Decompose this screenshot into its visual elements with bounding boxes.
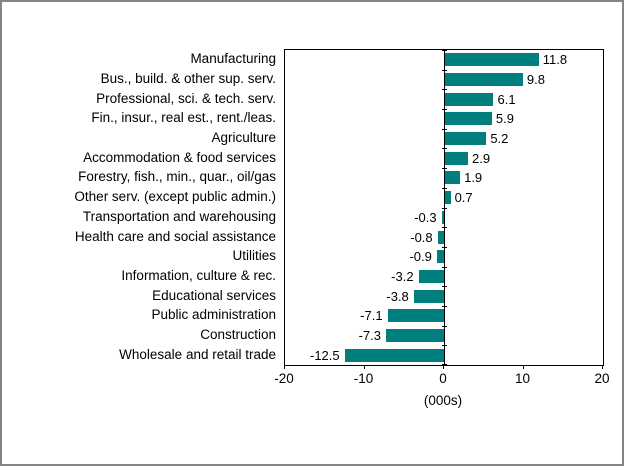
category-axis-tick	[442, 50, 447, 51]
x-axis-tick	[284, 365, 285, 369]
bar	[441, 210, 444, 224]
category-axis-tick	[442, 325, 447, 327]
category-axis-tick	[442, 266, 447, 268]
x-tick-label: 10	[514, 371, 531, 386]
category-axis-tick	[442, 246, 447, 248]
category-label: Utilities	[232, 248, 276, 264]
category-label: Information, culture & rec.	[121, 267, 276, 283]
value-label: 11.8	[542, 52, 568, 68]
x-tick-label: -20	[274, 371, 294, 386]
bar	[436, 250, 444, 264]
value-label: 6.1	[497, 91, 516, 107]
category-axis-tick	[442, 207, 447, 209]
x-axis-tick	[443, 365, 444, 369]
value-label: -7.1	[360, 308, 383, 324]
category-label: Wholesale and retail trade	[119, 346, 276, 362]
value-label: -12.5	[309, 347, 340, 363]
value-label: -3.8	[386, 288, 409, 304]
value-label: -0.8	[410, 229, 433, 245]
category-axis-tick	[442, 148, 447, 150]
bar	[445, 171, 461, 185]
bar	[445, 53, 539, 67]
category-axis-tick	[442, 128, 447, 130]
category-axis-tick	[442, 168, 447, 170]
value-label: 5.9	[495, 111, 514, 127]
x-tick-label: -10	[353, 371, 374, 386]
category-axis-tick	[442, 227, 447, 229]
category-label: Fin., insur., real est., rent./leas.	[91, 110, 276, 126]
category-label: Construction	[200, 326, 276, 342]
bar	[418, 269, 444, 283]
category-label: Educational services	[152, 287, 276, 303]
x-axis-tick	[363, 365, 365, 369]
category-axis-tick	[442, 109, 447, 111]
bar	[387, 309, 444, 323]
bar	[445, 112, 492, 126]
bar	[445, 132, 487, 146]
category-label: Transportation and warehousing	[82, 208, 276, 224]
bar	[445, 73, 523, 87]
value-label: -0.9	[409, 249, 432, 265]
bar	[445, 191, 451, 205]
bar	[445, 92, 494, 106]
x-axis-tick	[522, 365, 524, 369]
plot-area: 11.8 9.8 6.1 5.9 5.2 2.9 1.9 0.7 -0.3 -0.8 -0.9 -3.…	[284, 49, 604, 366]
bar	[413, 289, 444, 303]
category-axis-tick	[442, 345, 447, 347]
category-axis-tick	[442, 89, 447, 91]
category-axis-tick	[442, 286, 447, 288]
category-label: Bus., build. & other sup. serv.	[100, 71, 276, 87]
value-label: 5.2	[490, 131, 509, 147]
x-axis-tick	[602, 365, 603, 369]
category-label: Forestry, fish., min., quar., oil/gas	[78, 169, 276, 185]
category-label: Agriculture	[211, 130, 276, 146]
value-label: 0.7	[454, 190, 473, 206]
category-axis-tick	[442, 187, 447, 189]
category-label: Manufacturing	[190, 51, 276, 67]
category-label: Public administration	[151, 307, 276, 323]
value-label: 9.8	[526, 72, 545, 88]
category-label: Professional, sci. & tech. serv.	[96, 90, 276, 106]
category-axis-tick	[442, 69, 447, 71]
category-label: Other serv. (except public admin.)	[74, 189, 276, 205]
value-label: 1.9	[464, 170, 483, 186]
bar	[385, 328, 444, 342]
category-label: Health care and social assistance	[74, 228, 276, 244]
x-axis-title: (000s)	[423, 393, 463, 408]
category-axis-tick	[442, 305, 447, 307]
x-tick-label: 0	[439, 371, 447, 386]
value-label: -7.3	[358, 327, 381, 343]
value-label: -3.2	[391, 268, 414, 284]
bar	[445, 151, 469, 165]
value-label: -0.3	[414, 209, 437, 225]
bar	[437, 230, 444, 244]
value-label: 2.9	[472, 150, 491, 166]
category-label: Accommodation & food services	[83, 149, 276, 165]
x-tick-label: 20	[594, 371, 610, 386]
bar	[344, 348, 444, 362]
category-axis-tick	[442, 364, 447, 365]
